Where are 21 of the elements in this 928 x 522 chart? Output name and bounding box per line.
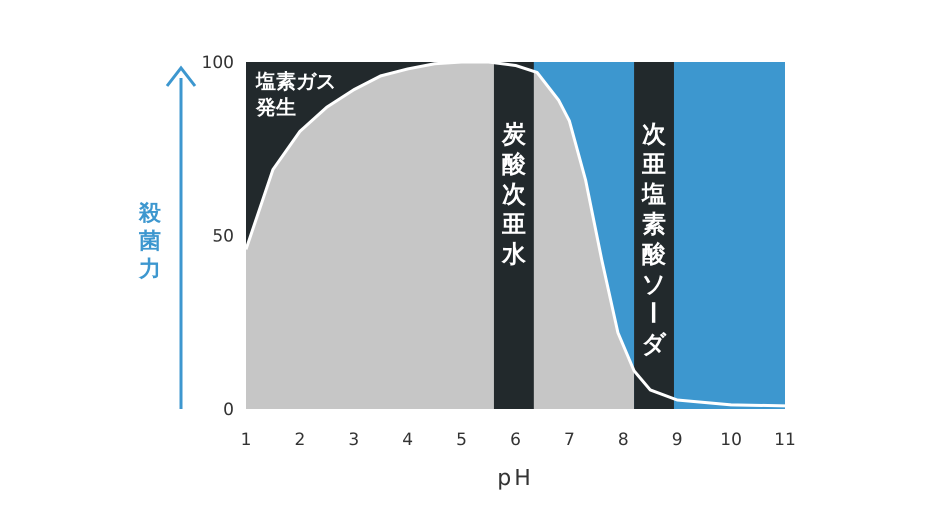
y-tick-label: 0 — [223, 400, 234, 420]
x-tick-label: 6 — [510, 430, 521, 450]
x-tick-label: 3 — [348, 430, 360, 450]
y-tick-label: 50 — [212, 226, 234, 246]
band-label: 塩素ガス発生 — [255, 69, 336, 119]
x-tick-label: 4 — [402, 430, 414, 450]
y-axis-title: 殺菌力 — [138, 201, 162, 282]
x-tick-label: 8 — [618, 430, 629, 450]
x-tick-label: 2 — [294, 430, 306, 450]
band: 炭酸次亜水 — [494, 62, 534, 409]
x-tick-label: 11 — [774, 430, 796, 450]
x-tick-label: 5 — [456, 430, 468, 450]
band-label: 次亜塩素酸ソーダ — [638, 120, 668, 358]
x-tick-label: 7 — [564, 430, 575, 450]
x-tick-label: 1 — [240, 430, 252, 450]
band-label: 炭酸次亜水 — [500, 120, 527, 268]
x-tick-label: 9 — [672, 430, 683, 450]
band: 次亜塩素酸ソーダ — [634, 62, 674, 409]
y-tick-label: 100 — [202, 53, 234, 73]
x-tick-label: 10 — [720, 430, 742, 450]
x-axis-title: pH — [497, 466, 534, 491]
